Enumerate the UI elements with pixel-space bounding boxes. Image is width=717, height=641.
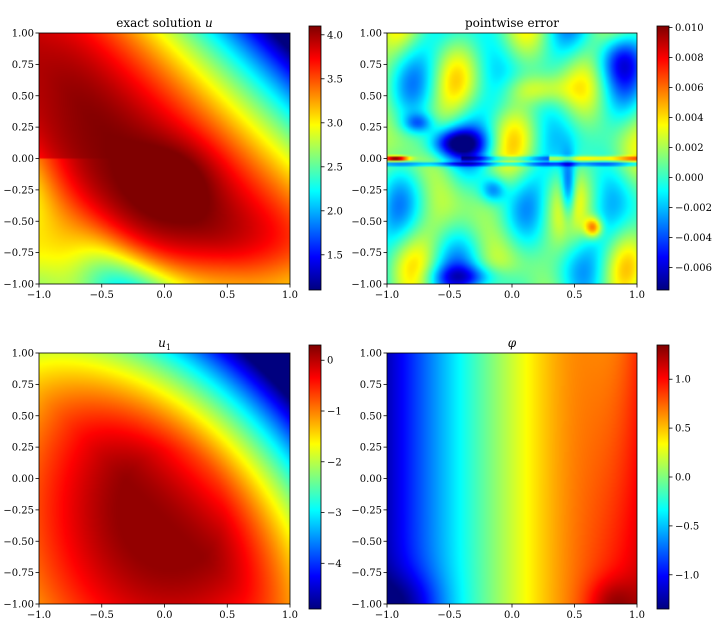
y-tick-label: 0.25 (12, 123, 34, 134)
colorbar-tick-label: 0.000 (675, 173, 704, 184)
x-tick-label: −0.5 (90, 610, 114, 621)
panel-4: φ −1.0 −0.5 0.0 0.5 1.0 1.00 0.75 0.50 0.25 0.00 −0… (351, 336, 699, 621)
x-tick-label: 0.0 (504, 290, 520, 301)
y-tick-label: 0.75 (360, 380, 382, 391)
x-tick-label: −0.5 (437, 610, 461, 621)
colorbar-tick-label: −2 (327, 457, 342, 468)
y-tick-label: −0.25 (351, 505, 382, 516)
colorbar-tick-label: 3.0 (327, 118, 343, 129)
y-tick-label: 0.25 (360, 123, 382, 134)
x-tick-label: 0.0 (504, 610, 520, 621)
y-tick-label: 0.75 (360, 60, 382, 71)
colorbar-tick-label: 4.0 (327, 30, 343, 41)
y-tick-label: 1.00 (12, 349, 34, 360)
y-tick-label: 0.50 (360, 91, 382, 102)
heatmap-image (39, 353, 290, 604)
colorbar-tick-label: −1.0 (675, 570, 699, 581)
panel-2: pointwise error −1.0 −0.5 0.0 0.5 1.0 1.00 0.75… (351, 16, 712, 301)
x-tick-label: −0.5 (437, 290, 461, 301)
x-tick-label: −1.0 (375, 610, 399, 621)
y-tick-label: 1.00 (360, 349, 382, 360)
x-tick-label: 0.5 (567, 290, 583, 301)
colorbar (308, 344, 322, 610)
x-tick-label: −1.0 (27, 610, 51, 621)
panel-3: u1 −1.0 −0.5 0.0 0.5 1.0 1.00 0.75 0.50 0.25 0.00 −… (3, 336, 341, 621)
panel-1: exact solution u −1.0 −0.5 0.0 0.5 1.0 1.00 0.7… (3, 16, 343, 301)
x-tick-label: 0.0 (157, 610, 173, 621)
colorbar-tick-label: 0.004 (675, 113, 704, 124)
y-tick-label: 0.00 (12, 474, 34, 485)
colorbar-tick-label: 3.5 (327, 74, 343, 85)
y-tick-label: 0.00 (360, 474, 382, 485)
heatmap-image (387, 33, 637, 284)
colorbar-tick-label: −0.002 (675, 203, 712, 214)
colorbar-tick-label: 1.0 (675, 375, 691, 386)
panel-title: φ (508, 336, 517, 350)
colorbar-tick-label: 0.008 (675, 53, 704, 64)
y-tick-label: 0.25 (360, 443, 382, 454)
colorbar-tick-label: −1 (327, 407, 342, 418)
colorbar-tick-label: 1.5 (327, 250, 343, 261)
y-tick-label: −0.75 (351, 248, 382, 259)
y-tick-label: 1.00 (12, 29, 34, 40)
x-tick-label: 0.5 (567, 610, 583, 621)
y-tick-label: 0.50 (12, 91, 34, 102)
x-tick-label: −1.0 (375, 290, 399, 301)
y-tick-label: −1.00 (351, 280, 382, 291)
x-tick-label: −0.5 (90, 290, 114, 301)
y-tick-label: 0.75 (12, 60, 34, 71)
panel-title: exact solution u (116, 16, 213, 30)
panel-title: u1 (158, 336, 171, 352)
y-tick-label: 0.00 (360, 154, 382, 165)
x-tick-label: 1.0 (282, 290, 298, 301)
heatmap-image (387, 353, 637, 604)
x-tick-label: 0.0 (157, 290, 173, 301)
y-tick-label: −1.00 (3, 280, 34, 291)
x-tick-label: 1.0 (629, 610, 645, 621)
y-tick-label: −1.00 (351, 600, 382, 611)
x-tick-label: 1.0 (282, 610, 298, 621)
colorbar (656, 344, 670, 610)
colorbar-tick-label: 0.010 (675, 23, 704, 34)
x-tick-label: 1.0 (629, 290, 645, 301)
y-tick-label: 0.25 (12, 443, 34, 454)
y-tick-label: −0.50 (351, 537, 382, 548)
colorbar-tick-label: −0.006 (675, 263, 712, 274)
heatmap-image (39, 33, 290, 284)
x-tick-label: 0.5 (219, 610, 235, 621)
colorbar-tick-label: 0.5 (675, 424, 691, 435)
y-tick-label: 0.50 (360, 411, 382, 422)
y-tick-label: −0.75 (351, 568, 382, 579)
y-tick-label: 1.00 (360, 29, 382, 40)
colorbar-tick-label: 0.0 (675, 473, 691, 484)
colorbar-tick-label: 2.0 (327, 206, 343, 217)
y-tick-label: −0.50 (351, 217, 382, 228)
colorbar (308, 25, 322, 291)
y-tick-label: −0.25 (351, 185, 382, 196)
y-tick-label: −0.50 (3, 537, 34, 548)
y-tick-label: 0.75 (12, 380, 34, 391)
colorbar (656, 25, 670, 291)
x-tick-label: 0.5 (219, 290, 235, 301)
colorbar-tick-label: −0.004 (675, 233, 712, 244)
y-tick-label: −0.25 (3, 185, 34, 196)
y-tick-label: 0.00 (12, 154, 34, 165)
colorbar-tick-label: 0 (327, 356, 333, 367)
colorbar-tick-label: 0.002 (675, 143, 704, 154)
y-tick-label: −0.50 (3, 217, 34, 228)
x-tick-label: −1.0 (27, 290, 51, 301)
y-tick-label: −0.75 (3, 568, 34, 579)
y-tick-label: −0.75 (3, 248, 34, 259)
y-tick-label: 0.50 (12, 411, 34, 422)
colorbar-tick-label: −3 (327, 508, 342, 519)
panel-title: pointwise error (465, 16, 559, 30)
colorbar-tick-label: 2.5 (327, 162, 343, 173)
colorbar-tick-label: −4 (327, 559, 342, 570)
colorbar-tick-label: −0.5 (675, 521, 699, 532)
colorbar-tick-label: 0.006 (675, 83, 704, 94)
y-tick-label: −1.00 (3, 600, 34, 611)
y-tick-label: −0.25 (3, 505, 34, 516)
